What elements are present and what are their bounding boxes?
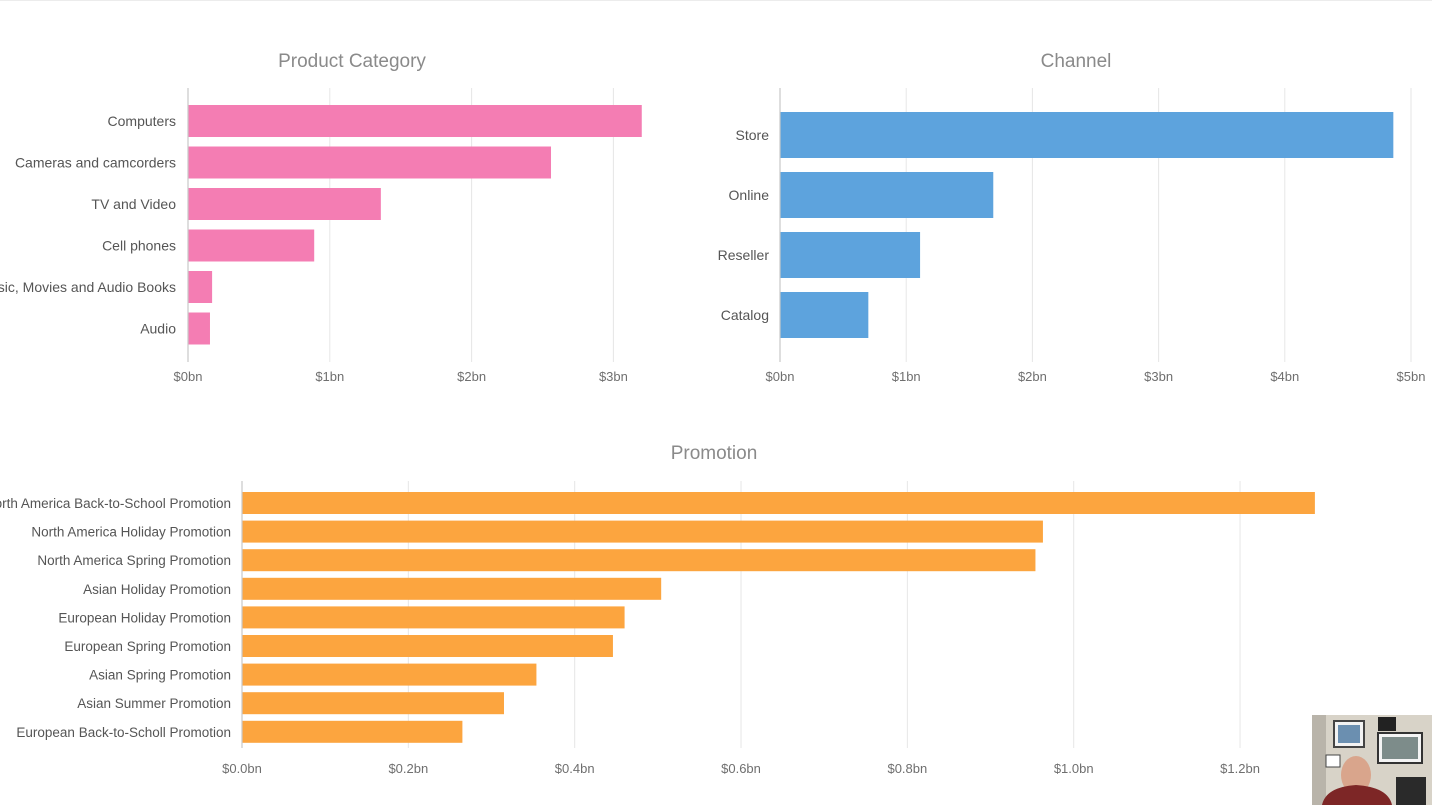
category-label: Cameras and camcorders	[15, 155, 176, 171]
x-tick-label: $1.2bn	[1220, 761, 1260, 776]
bar-asian-holiday-promotion[interactable]	[242, 577, 662, 600]
category-label: Store	[736, 127, 770, 143]
bar-computers[interactable]	[188, 105, 642, 137]
category-label: Asian Spring Promotion	[89, 668, 231, 683]
category-label: European Back-to-Scholl Promotion	[16, 725, 231, 740]
x-tick-label: $2bn	[1018, 369, 1047, 384]
product-category-chart: Product Category $0bn $1bn $2bn $3bn Computer…	[0, 51, 642, 384]
x-tick-label: $0.0bn	[222, 761, 262, 776]
bar-north-america-holiday-promotion[interactable]	[242, 520, 1043, 543]
bar-catalog[interactable]	[780, 292, 869, 338]
category-label: North America Back-to-School Promotion	[0, 496, 231, 511]
category-label: Music, Movies and Audio Books	[0, 279, 176, 295]
bar-cell-phones[interactable]	[188, 229, 315, 262]
chart-title: Product Category	[278, 51, 426, 72]
bar-north-america-back-to-school-promotion[interactable]	[242, 492, 1315, 514]
bar-asian-spring-promotion[interactable]	[242, 663, 537, 686]
x-tick-label: $0.2bn	[388, 761, 428, 776]
category-label: North America Spring Promotion	[37, 553, 231, 568]
bar-store[interactable]	[780, 112, 1394, 158]
category-label: Asian Holiday Promotion	[83, 582, 231, 597]
x-tick-label: $0bn	[766, 369, 795, 384]
top-divider	[0, 0, 1432, 1]
channel-chart: Channel $0bn $1bn $2bn $3bn $4bn $5bn Store Onli…	[718, 51, 1426, 384]
category-label: North America Holiday Promotion	[31, 525, 231, 540]
x-tick-label: $5bn	[1397, 369, 1426, 384]
x-tick-label: $4bn	[1270, 369, 1299, 384]
x-tick-label: $0bn	[174, 369, 203, 384]
category-label: Reseller	[718, 247, 770, 263]
category-label: Asian Summer Promotion	[77, 696, 231, 711]
bar-european-spring-promotion[interactable]	[242, 635, 613, 657]
bar-european-back-to-scholl-promotion[interactable]	[242, 720, 463, 743]
category-label: Audio	[140, 321, 176, 337]
category-label: Computers	[108, 113, 176, 129]
x-tick-label: $2bn	[457, 369, 486, 384]
chart-title: Channel	[1041, 51, 1112, 72]
bar-asian-summer-promotion[interactable]	[242, 692, 504, 715]
x-tick-label: $0.8bn	[887, 761, 927, 776]
x-tick-label: $3bn	[599, 369, 628, 384]
category-label: Online	[729, 187, 770, 203]
category-label: Catalog	[721, 307, 769, 323]
bar-tv-and-video[interactable]	[188, 188, 381, 220]
x-tick-label: $1bn	[892, 369, 921, 384]
bar-north-america-spring-promotion[interactable]	[242, 549, 1036, 572]
category-label: European Spring Promotion	[64, 639, 231, 654]
category-label: Cell phones	[102, 238, 176, 254]
bar-audio[interactable]	[188, 312, 210, 345]
x-tick-label: $0.4bn	[555, 761, 595, 776]
category-label: European Holiday Promotion	[58, 610, 231, 625]
x-tick-label: $1.0bn	[1054, 761, 1094, 776]
x-tick-label: $3bn	[1144, 369, 1173, 384]
presenter-webcam-overlay	[1312, 715, 1432, 805]
bar-online[interactable]	[780, 172, 994, 218]
x-tick-label: $0.6bn	[721, 761, 761, 776]
bar-music-movies-and-audio-books[interactable]	[188, 271, 213, 303]
bar-cameras-and-camcorders[interactable]	[188, 146, 552, 179]
category-label: TV and Video	[91, 196, 176, 212]
promotion-chart: Promotion $0.0bn $0.2bn $0.4bn $0.6bn $0.8bn $…	[0, 443, 1315, 776]
x-tick-label: $1bn	[315, 369, 344, 384]
bar-european-holiday-promotion[interactable]	[242, 606, 625, 629]
bar-reseller[interactable]	[780, 232, 921, 278]
chart-title: Promotion	[671, 443, 758, 464]
